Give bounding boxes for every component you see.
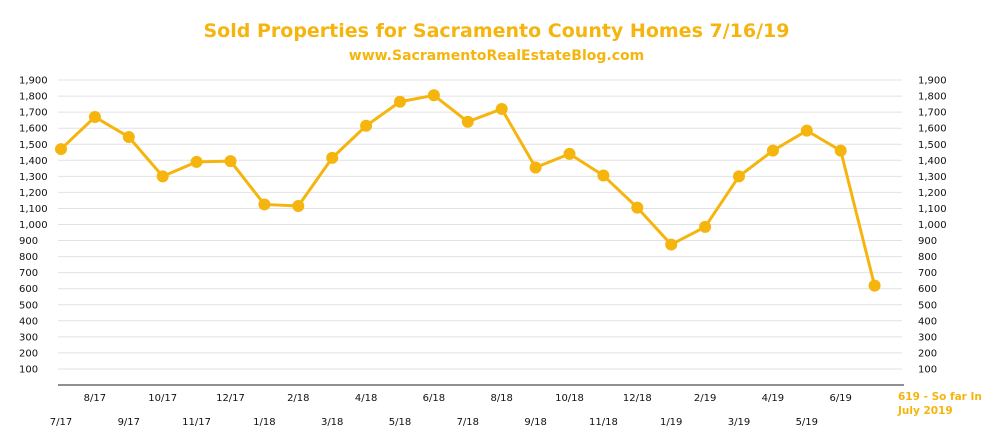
x-tick-label: 11/17 bbox=[182, 417, 211, 428]
x-tick-label: 7/18 bbox=[457, 417, 479, 428]
x-tick-label: 7/17 bbox=[50, 417, 72, 428]
y-tick-label-left: 600 bbox=[19, 284, 38, 295]
x-tick-label: 6/18 bbox=[423, 393, 445, 404]
y-tick-label-right: 1,800 bbox=[918, 92, 947, 103]
y-tick-label-left: 1,400 bbox=[19, 156, 48, 167]
x-tick-label: 4/18 bbox=[355, 393, 377, 404]
x-tick-label: 5/18 bbox=[389, 417, 411, 428]
y-tick-label-left: 1,200 bbox=[19, 188, 48, 199]
y-tick-label-right: 200 bbox=[918, 348, 937, 359]
y-tick-label-left: 1,700 bbox=[19, 108, 48, 119]
annotation-line-2: July 2019 bbox=[897, 405, 953, 417]
y-tick-label-right: 300 bbox=[918, 332, 937, 343]
x-tick-label: 5/19 bbox=[796, 417, 818, 428]
x-axis: 7/17 8/17 9/17 10/17 11/17 12/17 1/18 2/18 3/18 4… bbox=[50, 393, 852, 428]
y-tick-label-right: 600 bbox=[918, 284, 937, 295]
data-point bbox=[868, 279, 881, 292]
x-tick-label: 9/18 bbox=[524, 417, 546, 428]
y-tick-label-right: 1,600 bbox=[918, 124, 947, 135]
x-tick-label: 10/17 bbox=[148, 393, 177, 404]
y-tick-label-left: 1,800 bbox=[19, 92, 48, 103]
gridlines bbox=[58, 79, 904, 386]
y-tick-label-left: 200 bbox=[19, 348, 38, 359]
y-tick-label-right: 1,500 bbox=[918, 140, 947, 151]
data-point bbox=[224, 155, 237, 168]
data-point bbox=[800, 124, 813, 137]
series-sold-properties bbox=[55, 89, 881, 292]
y-tick-label-right: 1,300 bbox=[918, 172, 947, 183]
x-tick-label: 3/19 bbox=[728, 417, 750, 428]
data-point bbox=[394, 95, 406, 108]
data-point bbox=[190, 155, 203, 168]
x-tick-label: 2/18 bbox=[287, 393, 309, 404]
data-point bbox=[427, 89, 440, 102]
x-tick-label: 12/18 bbox=[623, 393, 652, 404]
x-tick-label: 12/17 bbox=[216, 393, 245, 404]
data-point bbox=[258, 198, 271, 211]
data-point bbox=[699, 220, 712, 233]
data-point bbox=[55, 143, 67, 156]
y-tick-label-right: 1,100 bbox=[918, 204, 947, 215]
y-tick-label-left: 100 bbox=[19, 364, 38, 375]
y-tick-label-right: 1,000 bbox=[918, 220, 947, 231]
y-tick-label-right: 100 bbox=[918, 364, 937, 375]
x-tick-label: 2/19 bbox=[694, 393, 716, 404]
y-tick-label-left: 1,300 bbox=[19, 172, 48, 183]
y-tick-label-left: 300 bbox=[19, 332, 38, 343]
annotation-line-1: 619 - So far In bbox=[898, 391, 982, 403]
data-point bbox=[360, 119, 373, 132]
y-tick-label-right: 500 bbox=[918, 300, 937, 311]
y-tick-label-right: 800 bbox=[918, 252, 937, 263]
data-point bbox=[156, 170, 169, 183]
data-point bbox=[766, 144, 779, 157]
y-axis-right: 100 200 300 400 500 600 700 800 900 1,000 1,100 1,2… bbox=[918, 76, 947, 376]
data-point bbox=[122, 131, 135, 144]
y-tick-label-left: 800 bbox=[19, 252, 38, 263]
x-tick-label: 11/18 bbox=[589, 417, 618, 428]
y-tick-label-right: 1,900 bbox=[918, 76, 947, 87]
data-point bbox=[834, 144, 847, 157]
data-point bbox=[326, 151, 339, 164]
data-point bbox=[733, 170, 745, 183]
x-tick-label: 10/18 bbox=[555, 393, 584, 404]
chart-title: Sold Properties for Sacramento County Ho… bbox=[203, 20, 790, 42]
data-point bbox=[88, 110, 101, 123]
x-tick-label: 1/18 bbox=[253, 417, 275, 428]
x-tick-label: 1/19 bbox=[660, 417, 682, 428]
y-tick-label-right: 1,200 bbox=[918, 188, 947, 199]
data-point bbox=[529, 161, 542, 174]
y-tick-label-left: 1,500 bbox=[19, 140, 48, 151]
y-tick-label-left: 1,900 bbox=[19, 76, 48, 87]
data-point bbox=[597, 169, 610, 182]
y-tick-label-left: 700 bbox=[19, 268, 38, 279]
y-tick-label-left: 1,000 bbox=[19, 220, 48, 231]
data-point bbox=[563, 147, 576, 160]
data-point bbox=[292, 200, 305, 213]
y-axis-left: 100 200 300 400 500 600 700 800 900 1,000 1,100 1,2… bbox=[19, 76, 48, 376]
y-tick-label-right: 1,400 bbox=[918, 156, 947, 167]
x-tick-label: 9/17 bbox=[118, 417, 140, 428]
data-point bbox=[665, 238, 678, 251]
x-tick-label: 3/18 bbox=[321, 417, 343, 428]
data-point bbox=[461, 115, 474, 128]
x-tick-label: 8/18 bbox=[490, 393, 512, 404]
y-tick-label-left: 400 bbox=[19, 316, 38, 327]
y-tick-label-left: 900 bbox=[19, 236, 38, 247]
chart-subtitle: www.SacramentoRealEstateBlog.com bbox=[348, 48, 645, 64]
y-tick-label-right: 900 bbox=[918, 236, 937, 247]
x-tick-label: 6/19 bbox=[829, 393, 851, 404]
x-tick-label: 4/19 bbox=[762, 393, 784, 404]
data-point bbox=[495, 102, 508, 115]
y-tick-label-right: 400 bbox=[918, 316, 937, 327]
y-tick-label-right: 700 bbox=[918, 268, 937, 279]
data-point bbox=[631, 201, 644, 214]
y-tick-label-left: 500 bbox=[19, 300, 38, 311]
y-tick-label-left: 1,600 bbox=[19, 124, 48, 135]
x-tick-label: 8/17 bbox=[84, 393, 106, 404]
y-tick-label-left: 1,100 bbox=[19, 204, 48, 215]
y-tick-label-right: 1,700 bbox=[918, 108, 947, 119]
